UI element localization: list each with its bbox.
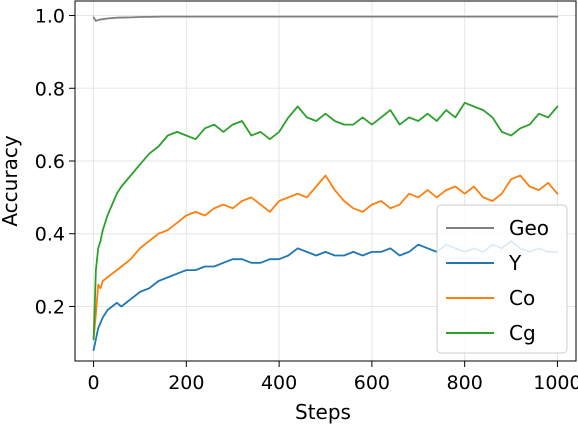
x-tick-label: 400 xyxy=(261,372,297,394)
legend: Geo Y Co Cg xyxy=(436,204,568,354)
plot-frame xyxy=(74,0,577,362)
y-tick-label: 0.6 xyxy=(35,151,65,173)
series-line-co xyxy=(92,174,559,341)
y-tick-label: 1.0 xyxy=(35,6,65,28)
x-tick-label: 0 xyxy=(88,372,100,394)
series-line-geo xyxy=(92,15,559,22)
legend-label-co: Co xyxy=(509,286,535,310)
y-tick-label: 0.2 xyxy=(35,296,65,318)
x-tick-label: 800 xyxy=(447,372,483,394)
legend-label-cg: Cg xyxy=(509,321,536,345)
legend-box xyxy=(436,204,568,354)
y-tick-label: 0.4 xyxy=(35,224,65,246)
series-line-cg xyxy=(92,101,559,341)
x-tick-label: 600 xyxy=(354,372,390,394)
y-axis-ticks: 0.2 0.4 0.6 0.8 1.0 xyxy=(35,6,75,318)
y-tick-label: 0.8 xyxy=(35,78,65,100)
x-tick-label: 1000 xyxy=(533,372,578,394)
grid xyxy=(75,1,576,361)
x-axis-label: Steps xyxy=(295,400,351,424)
legend-label-geo: Geo xyxy=(509,216,549,240)
x-tick-label: 200 xyxy=(168,372,204,394)
y-axis-label: Accuracy xyxy=(0,135,22,226)
legend-label-y: Y xyxy=(508,251,522,275)
x-axis-ticks: 0 200 400 600 800 1000 xyxy=(88,361,578,394)
